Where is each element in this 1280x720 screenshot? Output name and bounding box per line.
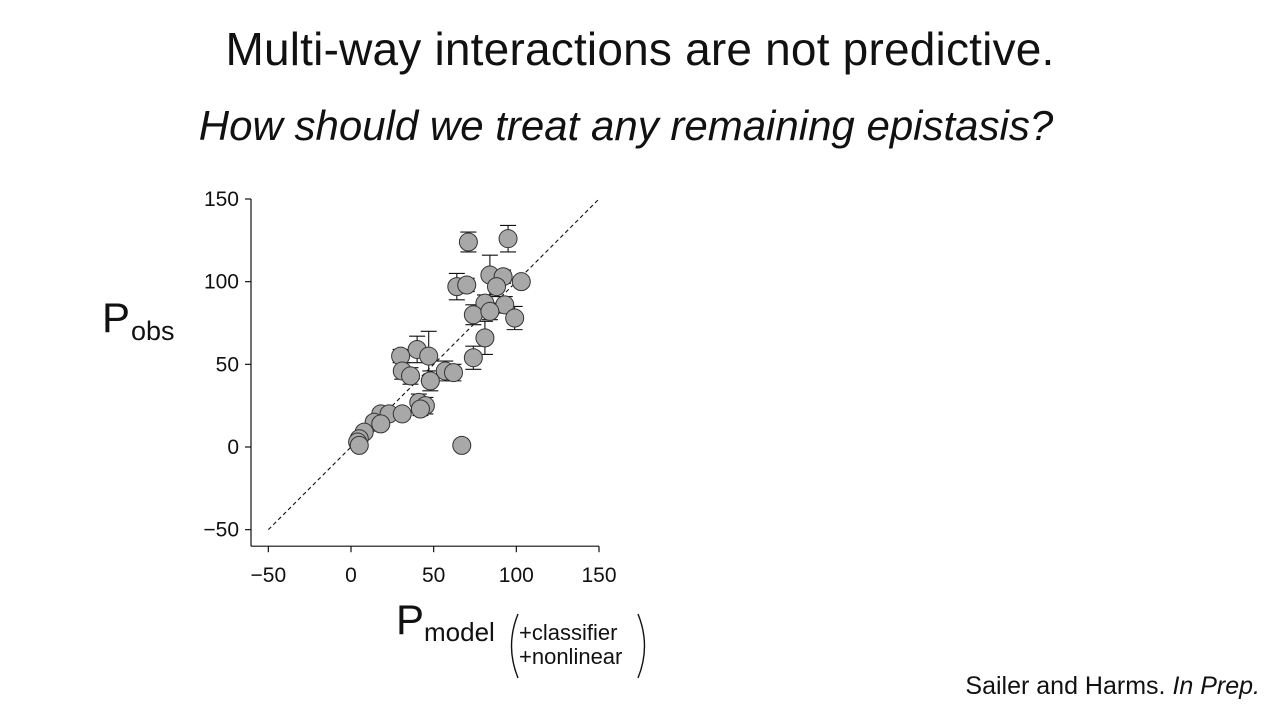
data-point [457,275,477,295]
x-tick-label: 100 [499,564,534,587]
y-axis-label-main: P [102,294,130,341]
y-axis-label-subscript: obs [131,316,175,346]
y-tick-label: 0 [227,436,239,459]
slide-title: Multi-way interactions are not predictiv… [225,23,1055,75]
x-axis-label-left-paren [510,613,519,679]
y-tick-label: 150 [204,188,239,211]
data-point [420,371,440,391]
data-point [452,435,472,455]
data-point [392,404,412,424]
x-tick-label: 150 [581,564,616,587]
x-axis-label-right-paren [637,613,646,679]
data-point [486,277,506,297]
reference-line-y-equals-x [267,198,600,531]
y-axis-label: Pobs [102,294,175,346]
chart-axes [245,198,600,553]
data-point [505,308,525,328]
data-point [371,414,391,434]
data-point [498,229,518,249]
x-axis-label-paren-line2: +nonlinear [519,644,622,669]
y-tick-label: −50 [203,519,239,542]
data-point [419,346,439,366]
x-tick-label: 50 [422,564,445,587]
data-point [349,435,369,455]
data-point [463,348,483,368]
x-axis-label: P model +classifier +nonlinear [396,596,646,679]
citation: Sailer and Harms. In Prep. [965,672,1260,701]
data-point [401,366,421,386]
citation-authors: Sailer and Harms. [965,672,1173,700]
data-point [458,232,478,252]
x-tick-label: −50 [251,564,287,587]
slide-subtitle: How should we treat any remaining epista… [198,102,1054,149]
data-point [410,399,430,419]
y-tick-label: 50 [216,353,239,376]
x-axis-label-main: P [396,596,424,643]
citation-status: In Prep. [1172,672,1260,700]
x-axis-label-subscript: model [424,617,495,647]
x-axis-label-paren-line1: +classifier [519,620,617,645]
data-point [480,301,500,321]
data-point [511,272,531,292]
data-point [463,305,483,325]
y-tick-labels: −50 0 50 100 150 [203,188,239,542]
data-points [348,229,531,455]
x-tick-label: 0 [345,564,357,587]
y-tick-label: 100 [204,271,239,294]
data-point [475,328,495,348]
x-tick-labels: −50 0 50 100 150 [251,564,617,587]
data-point [444,363,464,383]
